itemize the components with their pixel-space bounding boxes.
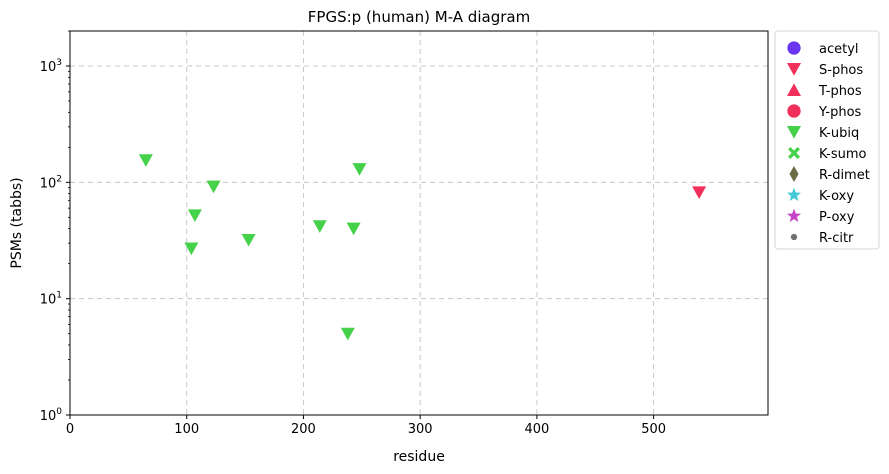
legend-item-k-oxy: K-oxy [787, 187, 854, 204]
legend-item-p-oxy: P-oxy [787, 208, 855, 225]
legend-marker-acetyl [787, 41, 801, 55]
y-tick-label: 101 [40, 291, 62, 308]
legend-marker-y-phos [787, 104, 801, 118]
data-point-k-ubiq [312, 220, 327, 233]
legend-marker-s-phos [787, 63, 801, 76]
legend-marker-k-sumo [788, 147, 800, 159]
legend-label-k-sumo: K-sumo [819, 147, 867, 162]
data-point-k-ubiq [187, 209, 202, 223]
y-axis-label: PSMs (tabbs) [9, 177, 25, 268]
legend-item-t-phos: T-phos [787, 83, 862, 99]
legend-label-r-dimet: R-dimet [819, 168, 870, 183]
x-tick-label: 300 [408, 422, 433, 437]
legend-item-r-dimet: R-dimet [789, 165, 870, 183]
y-tick-label: 103 [40, 58, 62, 75]
legend-label-p-oxy: P-oxy [819, 210, 855, 225]
plot-frame [69, 30, 769, 416]
legend-marker-r-dimet [789, 165, 799, 183]
legend-label-r-citr: R-citr [819, 231, 854, 246]
legend-label-acetyl: acetyl [819, 42, 859, 57]
x-tick-label: 500 [641, 422, 666, 437]
x-tick-label: 400 [524, 422, 549, 437]
grid-layer [70, 31, 768, 415]
legend-item-s-phos: S-phos [787, 63, 863, 78]
data-point-k-ubiq [352, 163, 367, 176]
legend-label-t-phos: T-phos [818, 84, 862, 99]
legend-marker-r-citr [790, 233, 798, 241]
legend-marker-k-ubiq [787, 126, 801, 139]
data-point-k-ubiq [340, 327, 355, 341]
x-tick-label: 200 [291, 422, 316, 437]
legend-label-k-oxy: K-oxy [819, 189, 854, 204]
data-point-k-ubiq [184, 242, 199, 256]
legend-marker-k-oxy [787, 187, 801, 201]
data-point-s-phos [692, 186, 707, 200]
legend-label-y-phos: Y-phos [818, 105, 862, 120]
legend-marker-t-phos [787, 83, 801, 96]
legend-item-r-citr: R-citr [790, 231, 854, 246]
legend-item-acetyl: acetyl [787, 41, 859, 57]
x-tick-label: 0 [66, 422, 74, 437]
y-tick-label: 102 [40, 174, 62, 191]
x-axis-label: residue [393, 449, 445, 465]
legend-item-k-ubiq: K-ubiq [787, 126, 859, 141]
legend-item-k-sumo: K-sumo [788, 147, 867, 162]
points-layer [138, 154, 707, 341]
data-point-k-ubiq [346, 222, 361, 236]
x-ticks: 0 100 200 300 400 500 [66, 415, 666, 437]
data-point-k-ubiq [206, 180, 221, 194]
legend-label-k-ubiq: K-ubiq [819, 126, 859, 141]
chart-title: FPGS:p (human) M-A diagram [308, 8, 530, 26]
legend-marker-p-oxy [787, 208, 801, 222]
x-tick-label: 100 [174, 422, 199, 437]
data-point-k-ubiq [138, 154, 153, 167]
legend: acetyl S-phos T-phos Y-phos K-ubiq K-sumo R-di… [774, 30, 880, 250]
data-point-k-ubiq [241, 233, 256, 247]
legend-label-s-phos: S-phos [819, 63, 863, 78]
y-ticks: 100 101 102 103 [40, 30, 70, 424]
legend-items: acetyl S-phos T-phos Y-phos K-ubiq K-sumo R-di… [787, 41, 870, 246]
legend-box [774, 30, 880, 250]
legend-item-y-phos: Y-phos [787, 104, 862, 120]
y-tick-label: 100 [40, 407, 63, 424]
